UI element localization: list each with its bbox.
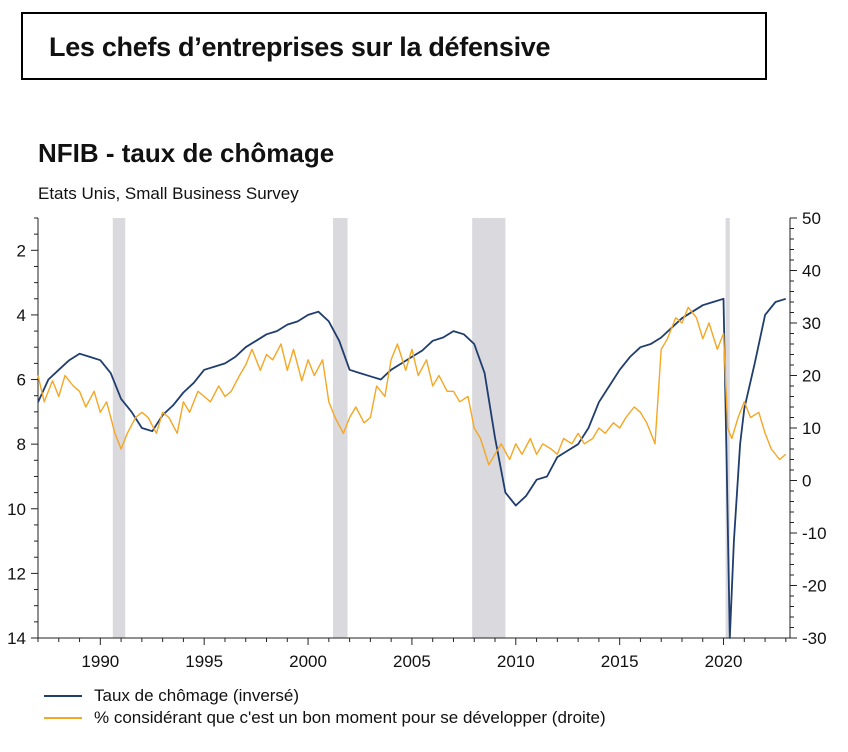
y-right-tick-label: 20 — [802, 367, 821, 386]
headline-box: Les chefs d’entreprises sur la défensive — [21, 12, 767, 80]
y-left-tick-label: 10 — [7, 500, 26, 519]
x-tick-label: 2010 — [497, 652, 535, 671]
y-right-tick-label: 30 — [802, 314, 821, 333]
x-tick-label: 1995 — [185, 652, 223, 671]
y-right-tick-label: -20 — [802, 577, 827, 596]
y-left-tick-label: 4 — [17, 306, 26, 325]
x-tick-label: 2005 — [393, 652, 431, 671]
y-right-tick-label: 50 — [802, 209, 821, 228]
legend-label-expansion: % considérant que c'est un bon moment po… — [94, 708, 606, 727]
recession-band — [472, 218, 506, 638]
legend-swatch-expansion — [44, 717, 82, 719]
y-right-tick-label: -30 — [802, 629, 827, 648]
chart-subtitle: Etats Unis, Small Business Survey — [38, 184, 299, 203]
headline: Les chefs d’entreprises sur la défensive — [49, 32, 551, 62]
x-tick-label: 2015 — [601, 652, 639, 671]
y-right-tick-label: 10 — [802, 419, 821, 438]
y-left-tick-label: 8 — [17, 435, 26, 454]
x-tick-label: 2020 — [705, 652, 743, 671]
y-right-tick-label: 40 — [802, 262, 821, 281]
y-right-tick-label: -10 — [802, 524, 827, 543]
x-tick-label: 1990 — [81, 652, 119, 671]
recession-band — [112, 218, 126, 638]
legend-item-unemployment: Taux de chômage (inversé) — [44, 686, 299, 706]
x-tick-label: 2000 — [289, 652, 327, 671]
y-left-tick-label: 6 — [17, 371, 26, 390]
y-left-tick-label: 12 — [7, 564, 26, 583]
y-right-tick-label: 0 — [802, 472, 811, 491]
series-line-unemployment — [37, 297, 787, 639]
legend-label-unemployment: Taux de chômage (inversé) — [94, 686, 300, 705]
y-left-tick-label: 14 — [7, 629, 26, 648]
y-left-tick-label: 2 — [17, 241, 26, 260]
legend-swatch-unemployment — [44, 695, 82, 697]
legend-item-expansion: % considérant que c'est un bon moment po… — [44, 708, 606, 728]
chart-title: NFIB - taux de chômage — [38, 138, 335, 168]
series-line-expansion — [37, 306, 787, 466]
